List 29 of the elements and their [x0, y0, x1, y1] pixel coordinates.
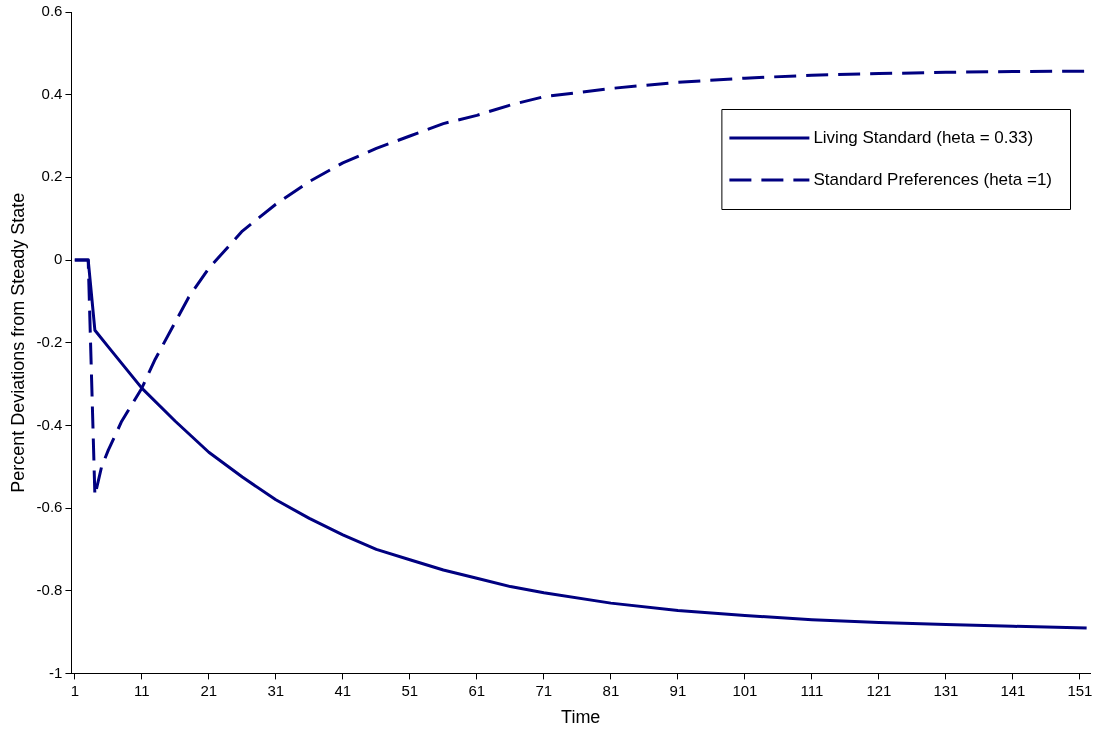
x-tick-label: 21	[200, 681, 218, 699]
x-tick-label: 1	[70, 681, 79, 699]
x-tick-label: 41	[334, 681, 352, 699]
y-tick-label: 0.2	[41, 167, 63, 185]
x-tick-label: 131	[933, 681, 959, 699]
x-tick-label: 71	[535, 681, 553, 699]
y-tick-label: -0.8	[36, 580, 63, 598]
x-tick-label: 151	[1067, 681, 1093, 699]
legend-label: Living Standard (heta = 0.33)	[813, 127, 1034, 147]
x-tick-label: 31	[267, 681, 285, 699]
y-tick-label: 0.4	[41, 84, 63, 102]
y-tick-label: -1	[49, 663, 63, 681]
x-tick-label: 101	[732, 681, 758, 699]
x-tick-label: 111	[800, 681, 824, 699]
y-tick-label: 0	[54, 250, 63, 268]
y-tick-label: -0.4	[36, 415, 63, 433]
x-tick-label: 121	[866, 681, 892, 699]
x-axis-title: Time	[561, 707, 601, 728]
y-axis-title: Percent Deviations from Steady State	[7, 192, 28, 493]
y-tick-label: -0.2	[36, 332, 63, 350]
legend-label: Standard Preferences (heta =1)	[813, 169, 1053, 189]
x-tick-label: 81	[602, 681, 620, 699]
x-tick-label: 91	[669, 681, 687, 699]
y-tick-label: 0.6	[41, 2, 63, 20]
x-tick-label: 61	[468, 681, 486, 699]
x-tick-label: 141	[1000, 681, 1026, 699]
x-tick-label: 51	[401, 681, 419, 699]
x-tick-label: 11	[134, 681, 150, 699]
y-tick-label: -0.6	[36, 498, 63, 516]
